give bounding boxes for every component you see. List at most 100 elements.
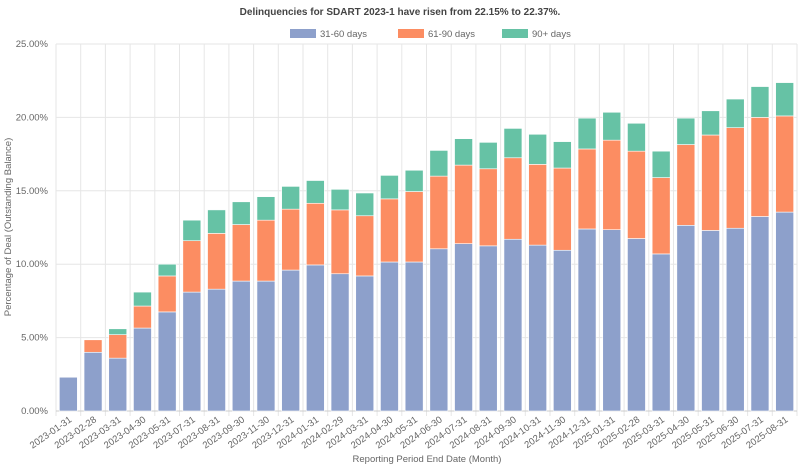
bar-61-90-days-2023-08-31 <box>207 233 226 290</box>
bar-90-days-2024-08-31 <box>478 142 498 170</box>
bar-90-days-2023-03-31 <box>108 328 128 335</box>
bar-61-90-days-2023-04-30 <box>133 305 152 329</box>
bar-90-days-2023-09-30 <box>231 201 251 225</box>
grid <box>55 43 798 416</box>
bar-31-60-days-2023-03-31 <box>108 357 128 412</box>
bar-61-90-days-2025-08-31 <box>775 115 794 213</box>
bar-31-60-days-2024-11-30 <box>553 249 572 412</box>
bar-90-days-2024-03-31 <box>355 192 375 217</box>
bar-90-days-2023-05-31 <box>157 263 177 277</box>
y-tick-label: 5.00% <box>21 333 48 344</box>
bar-61-90-days-2025-07-31 <box>750 117 770 217</box>
bar-61-90-days-2024-04-30 <box>380 198 399 263</box>
bar-61-90-days-2024-06-30 <box>429 175 449 250</box>
bar-61-90-days-2024-09-30 <box>503 157 523 240</box>
bars <box>59 82 794 412</box>
bar-90-days-2024-02-29 <box>330 189 350 211</box>
chart-title: Delinquencies for SDART 2023-1 have rise… <box>240 7 561 18</box>
bar-61-90-days-2025-06-30 <box>725 127 745 229</box>
bar-61-90-days-2025-04-30 <box>676 144 696 226</box>
bar-31-60-days-2024-06-30 <box>429 248 449 412</box>
bar-90-days-2024-09-30 <box>503 128 523 159</box>
y-tick-label: 25.00% <box>16 39 49 50</box>
bar-61-90-days-2023-09-30 <box>231 224 251 282</box>
bar-90-days-2025-02-28 <box>627 122 646 152</box>
legend-label: 90+ days <box>532 29 571 40</box>
bar-90-days-2025-04-30 <box>676 117 696 145</box>
bar-31-60-days-2025-04-30 <box>676 224 696 412</box>
bar-31-60-days-2025-08-31 <box>775 211 794 412</box>
bar-61-90-days-2024-11-30 <box>553 167 572 251</box>
bar-61-90-days-2024-08-31 <box>478 168 498 247</box>
bar-31-60-days-2024-03-31 <box>355 275 375 412</box>
bar-31-60-days-2023-01-31 <box>59 376 78 412</box>
bar-31-60-days-2023-12-31 <box>281 269 300 412</box>
y-tick-label: 20.00% <box>16 112 49 123</box>
bar-90-days-2025-07-31 <box>750 86 770 118</box>
y-tick-label: 0.00% <box>21 406 48 417</box>
bar-90-days-2023-08-31 <box>207 209 226 234</box>
bar-61-90-days-2024-05-31 <box>404 191 424 263</box>
bar-31-60-days-2025-06-30 <box>725 227 745 412</box>
y-axis: 0.00% 5.00% 10.00% 15.00% 20.00% 25.00% <box>16 39 49 417</box>
legend-swatch <box>502 29 528 38</box>
bar-61-90-days-2025-03-31 <box>651 177 671 255</box>
bar-31-60-days-2023-11-30 <box>256 280 276 412</box>
legend-label: 31-60 days <box>320 29 367 40</box>
bar-31-60-days-2023-07-31 <box>182 291 202 412</box>
bar-31-60-days-2023-05-31 <box>157 311 177 412</box>
bar-61-90-days-2024-10-31 <box>528 164 547 246</box>
bar-90-days-2023-04-30 <box>133 291 152 307</box>
bar-61-90-days-2025-05-31 <box>701 134 720 231</box>
legend-label: 61-90 days <box>428 29 475 40</box>
bar-61-90-days-2024-01-31 <box>306 202 325 266</box>
bar-31-60-days-2023-08-31 <box>207 288 226 412</box>
bar-90-days-2024-10-31 <box>528 133 547 165</box>
bar-90-days-2024-11-30 <box>553 141 572 169</box>
bar-31-60-days-2025-02-28 <box>627 238 646 412</box>
legend-swatch <box>290 29 316 38</box>
bar-90-days-2025-03-31 <box>651 150 671 178</box>
bar-31-60-days-2024-05-31 <box>404 261 424 412</box>
bar-31-60-days-2024-12-31 <box>577 228 597 412</box>
bar-90-days-2024-04-30 <box>380 175 399 200</box>
bar-90-days-2025-06-30 <box>725 98 745 128</box>
bar-90-days-2025-08-31 <box>775 82 794 117</box>
bar-90-days-2025-01-31 <box>602 111 622 141</box>
bar-61-90-days-2023-11-30 <box>256 219 276 282</box>
bar-31-60-days-2023-02-28 <box>83 351 103 412</box>
legend-swatch <box>398 29 424 38</box>
bar-61-90-days-2025-01-31 <box>602 139 622 231</box>
x-axis: 2023-01-312023-02-282023-03-312023-04-30… <box>28 414 790 451</box>
y-tick-label: 15.00% <box>16 186 49 197</box>
bar-61-90-days-2024-02-29 <box>330 209 350 275</box>
bar-90-days-2023-12-31 <box>281 186 300 210</box>
bar-90-days-2024-06-30 <box>429 150 449 177</box>
bar-31-60-days-2024-02-29 <box>330 273 350 412</box>
bar-31-60-days-2024-10-31 <box>528 244 547 412</box>
bar-90-days-2024-12-31 <box>577 117 597 150</box>
legend: 31-60 days 61-90 days 90+ days <box>290 29 571 40</box>
bar-31-60-days-2024-07-31 <box>454 243 473 412</box>
bar-61-90-days-2024-12-31 <box>577 148 597 230</box>
bar-31-60-days-2025-07-31 <box>750 216 770 412</box>
bar-61-90-days-2023-07-31 <box>182 240 202 293</box>
bar-31-60-days-2023-04-30 <box>133 327 152 412</box>
bar-61-90-days-2023-02-28 <box>83 339 103 353</box>
bar-31-60-days-2023-09-30 <box>231 280 251 412</box>
bar-61-90-days-2025-02-28 <box>627 150 646 239</box>
bar-90-days-2025-05-31 <box>701 110 720 136</box>
bar-31-60-days-2025-05-31 <box>701 230 720 412</box>
bar-31-60-days-2024-04-30 <box>380 261 399 412</box>
bar-61-90-days-2024-03-31 <box>355 215 375 277</box>
x-axis-title: Reporting Period End Date (Month) <box>353 454 502 465</box>
bar-90-days-2024-05-31 <box>404 169 424 192</box>
bar-90-days-2024-01-31 <box>306 180 325 204</box>
bar-61-90-days-2023-12-31 <box>281 208 300 271</box>
bar-61-90-days-2024-07-31 <box>454 164 473 244</box>
bar-90-days-2024-07-31 <box>454 138 473 166</box>
bar-31-60-days-2024-08-31 <box>478 245 498 412</box>
bar-31-60-days-2025-03-31 <box>651 253 671 412</box>
y-tick-label: 10.00% <box>16 259 49 270</box>
